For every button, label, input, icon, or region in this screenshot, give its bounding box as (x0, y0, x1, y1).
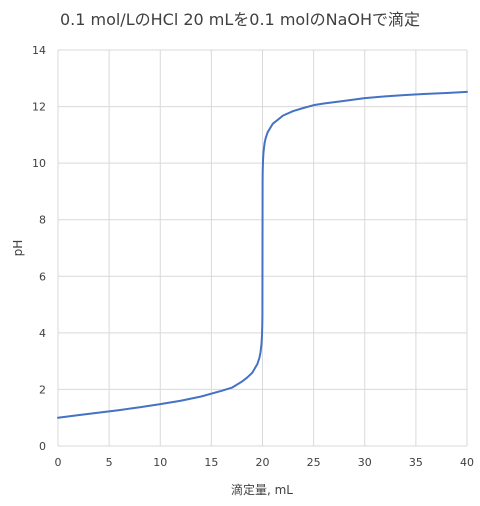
y-tick-label: 8 (39, 214, 46, 227)
chart-title: 0.1 mol/LのHCl 20 mLを0.1 molのNaOHで滴定 (60, 10, 420, 29)
y-tick-label: 14 (32, 44, 46, 57)
x-tick-labels: 0 5 10 15 20 25 30 35 40 (55, 456, 475, 469)
x-tick-label: 40 (460, 456, 474, 469)
titration-curve-line (57, 90, 468, 419)
y-tick-label: 12 (32, 101, 46, 114)
series-group (57, 90, 468, 419)
y-axis-label: pH (11, 240, 25, 257)
x-tick-label: 15 (204, 456, 218, 469)
x-tick-label: 35 (409, 456, 423, 469)
y-tick-label: 4 (39, 327, 46, 340)
y-tick-label: 10 (32, 157, 46, 170)
x-tick-label: 30 (358, 456, 372, 469)
x-axis-label: 滴定量, mL (231, 482, 293, 497)
x-tick-label: 10 (153, 456, 167, 469)
x-tick-label: 0 (55, 456, 62, 469)
y-tick-label: 0 (39, 440, 46, 453)
y-tick-label: 2 (39, 383, 46, 396)
x-tick-label: 20 (256, 456, 270, 469)
x-tick-label: 25 (307, 456, 321, 469)
x-tick-label: 5 (106, 456, 113, 469)
y-tick-label: 6 (39, 270, 46, 283)
y-tick-labels: 0 2 4 6 8 10 12 14 (32, 44, 46, 453)
